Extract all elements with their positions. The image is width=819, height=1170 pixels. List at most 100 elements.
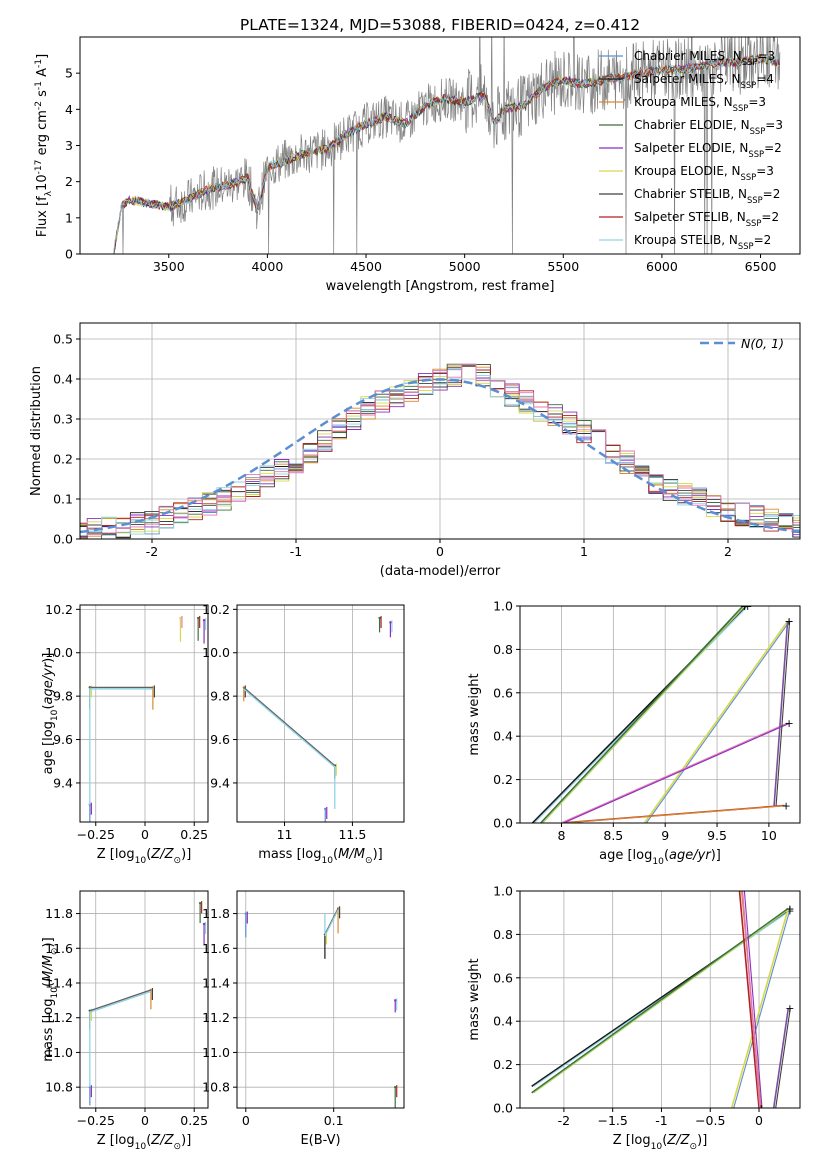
chart-panel: 11 11.5 9.4 9.6 9.8 10.0 10.2 mass [log10(M/M⊙)… [202,602,405,866]
chart-panel: 0 0.1 10.8 11.0 11.2 11.4 11.6 11.8 E(B-V) [202,890,405,1148]
x-axis-label: Z [log10(Z/Z⊙)] [613,1133,708,1152]
mass-weight-line [775,621,791,806]
figure-title: PLATE=1324, MJD=53088, FIBERID=0424, z=0… [240,16,640,34]
x-tick-label: -2 [146,544,158,559]
y-tick-label: 2 [65,174,73,189]
y-tick-label: 11.6 [45,941,73,956]
y-tick-label: 0.4 [53,372,73,387]
y-tick-label: 10.8 [202,1080,230,1095]
data-point [179,616,182,620]
y-tick-label: 3 [65,138,73,153]
y-axis-label: mass weight [467,958,482,1040]
x-tick-label: 4500 [350,259,382,274]
y-axis-label: age [log10(age/yr)] [41,653,60,775]
mass-weight-line [540,606,744,823]
x-tick-label: 5000 [449,259,481,274]
x-tick-label: −0.25 [77,1113,115,1128]
x-tick-label: 0.25 [180,1113,208,1128]
x-tick-label: 0.1 [324,1113,344,1128]
x-tick-label: 6000 [646,259,678,274]
mass-weight-line [775,1008,791,1108]
x-tick-label: 3500 [153,259,185,274]
point-marker: + [740,600,749,613]
data-point [202,922,206,926]
y-tick-label: 0.2 [53,452,73,467]
mass-weight-line [645,620,791,823]
y-tick-label: 11.8 [45,906,73,921]
y-tick-label: 5 [65,66,73,81]
model-fit-line [113,54,780,254]
residual-histogram [80,364,800,539]
y-tick-label: 0.3 [53,412,73,427]
y-tick-label: 9.8 [53,689,73,704]
mass-weight-line [730,908,790,1108]
data-point [389,621,392,624]
y-tick-label: 9.4 [53,775,73,790]
point-marker: + [743,600,752,613]
panels-layer: 3500 4000 4500 5000 5500 6000 6500 0 1 2 3 4 5 wavele… [29,36,801,1152]
y-tick-label: 0.0 [53,532,73,547]
data-point [196,616,200,620]
residual-histogram [80,365,800,539]
x-tick-label: 0 [436,544,444,559]
point-marker: + [757,1102,766,1115]
y-axis-label: mass weight [467,673,482,755]
x-tick-label: 2 [724,544,732,559]
plot-area: ++++++ [531,891,795,1115]
y-tick-label: 10.2 [45,602,73,617]
connector-line [324,908,339,935]
y-tick-label: 10.0 [45,645,73,660]
plot-area: ++++++ [531,600,794,823]
residual-histogram [80,364,800,533]
connector-line [243,688,336,768]
plot-area [80,363,800,539]
plot-area [88,901,207,1106]
x-axis-label: Z [log10(Z/Z⊙)] [97,847,192,866]
data-point [244,912,247,915]
x-axis-label: mass [log10(M/M⊙)] [258,847,382,866]
x-tick-label: −0.25 [77,827,115,842]
legend-entry: Kroupa MILES, NSSP=3 [634,95,766,113]
x-tick-label: 4000 [251,259,283,274]
legend-entry: Kroupa STELIB, NSSP=2 [634,233,771,251]
point-marker: + [781,800,790,813]
mass-weight-line [563,722,790,823]
axes-frame [519,605,801,824]
data-point [202,618,206,622]
data-point [394,999,397,1002]
connector-line [243,686,336,767]
y-tick-label: 1.0 [493,599,513,614]
legend-entry: N(0, 1) [741,336,784,351]
point-marker: + [785,1002,794,1015]
chart-panel: ++++++-2 −1.5 -1 −0.5 00.00.20.40.60.81.0Z [… [467,884,801,1152]
x-tick-label: 1 [580,544,588,559]
chart-panel: −0.25 0 0.25 9.4 9.6 9.8 10.0 10.2 Z [log10(Z/Z⊙… [41,602,209,866]
y-tick-label: 11.8 [202,906,230,921]
mass-weight-line [738,891,760,1108]
y-tick-label: 0.8 [493,927,513,942]
mass-weight-line [741,891,761,1108]
residual-histogram [80,363,800,536]
chart-panel: 3500 4000 4500 5000 5500 6000 6500 0 1 2 3 4 5 wavele… [34,36,801,294]
gaussian-reference-line [80,378,800,534]
y-tick-label: 0.2 [493,772,513,787]
y-axis-label: mass [log10(M/M⊙)] [41,937,60,1061]
y-tick-label: 9.6 [210,732,230,747]
x-tick-label: 0 [242,1113,250,1128]
x-tick-label: 0.25 [180,827,208,842]
y-tick-label: 11.2 [202,1010,230,1025]
legend-entry: Chabrier MILES, NSSP=3 [634,49,775,67]
y-tick-label: 11.2 [45,1010,73,1025]
x-tick-label: 9 [661,828,669,843]
residual-histogram [80,366,800,539]
y-tick-label: 10.2 [202,602,230,617]
y-tick-label: 10.0 [202,645,230,660]
y-axis-label: Flux [fλ10-17 erg cm-2 s-1 A-1] [34,54,54,237]
data-point [198,901,202,905]
y-tick-label: 0 [65,247,73,262]
mass-weight-line [533,907,791,1094]
point-marker: + [785,615,794,628]
y-tick-label: 0.1 [53,492,73,507]
